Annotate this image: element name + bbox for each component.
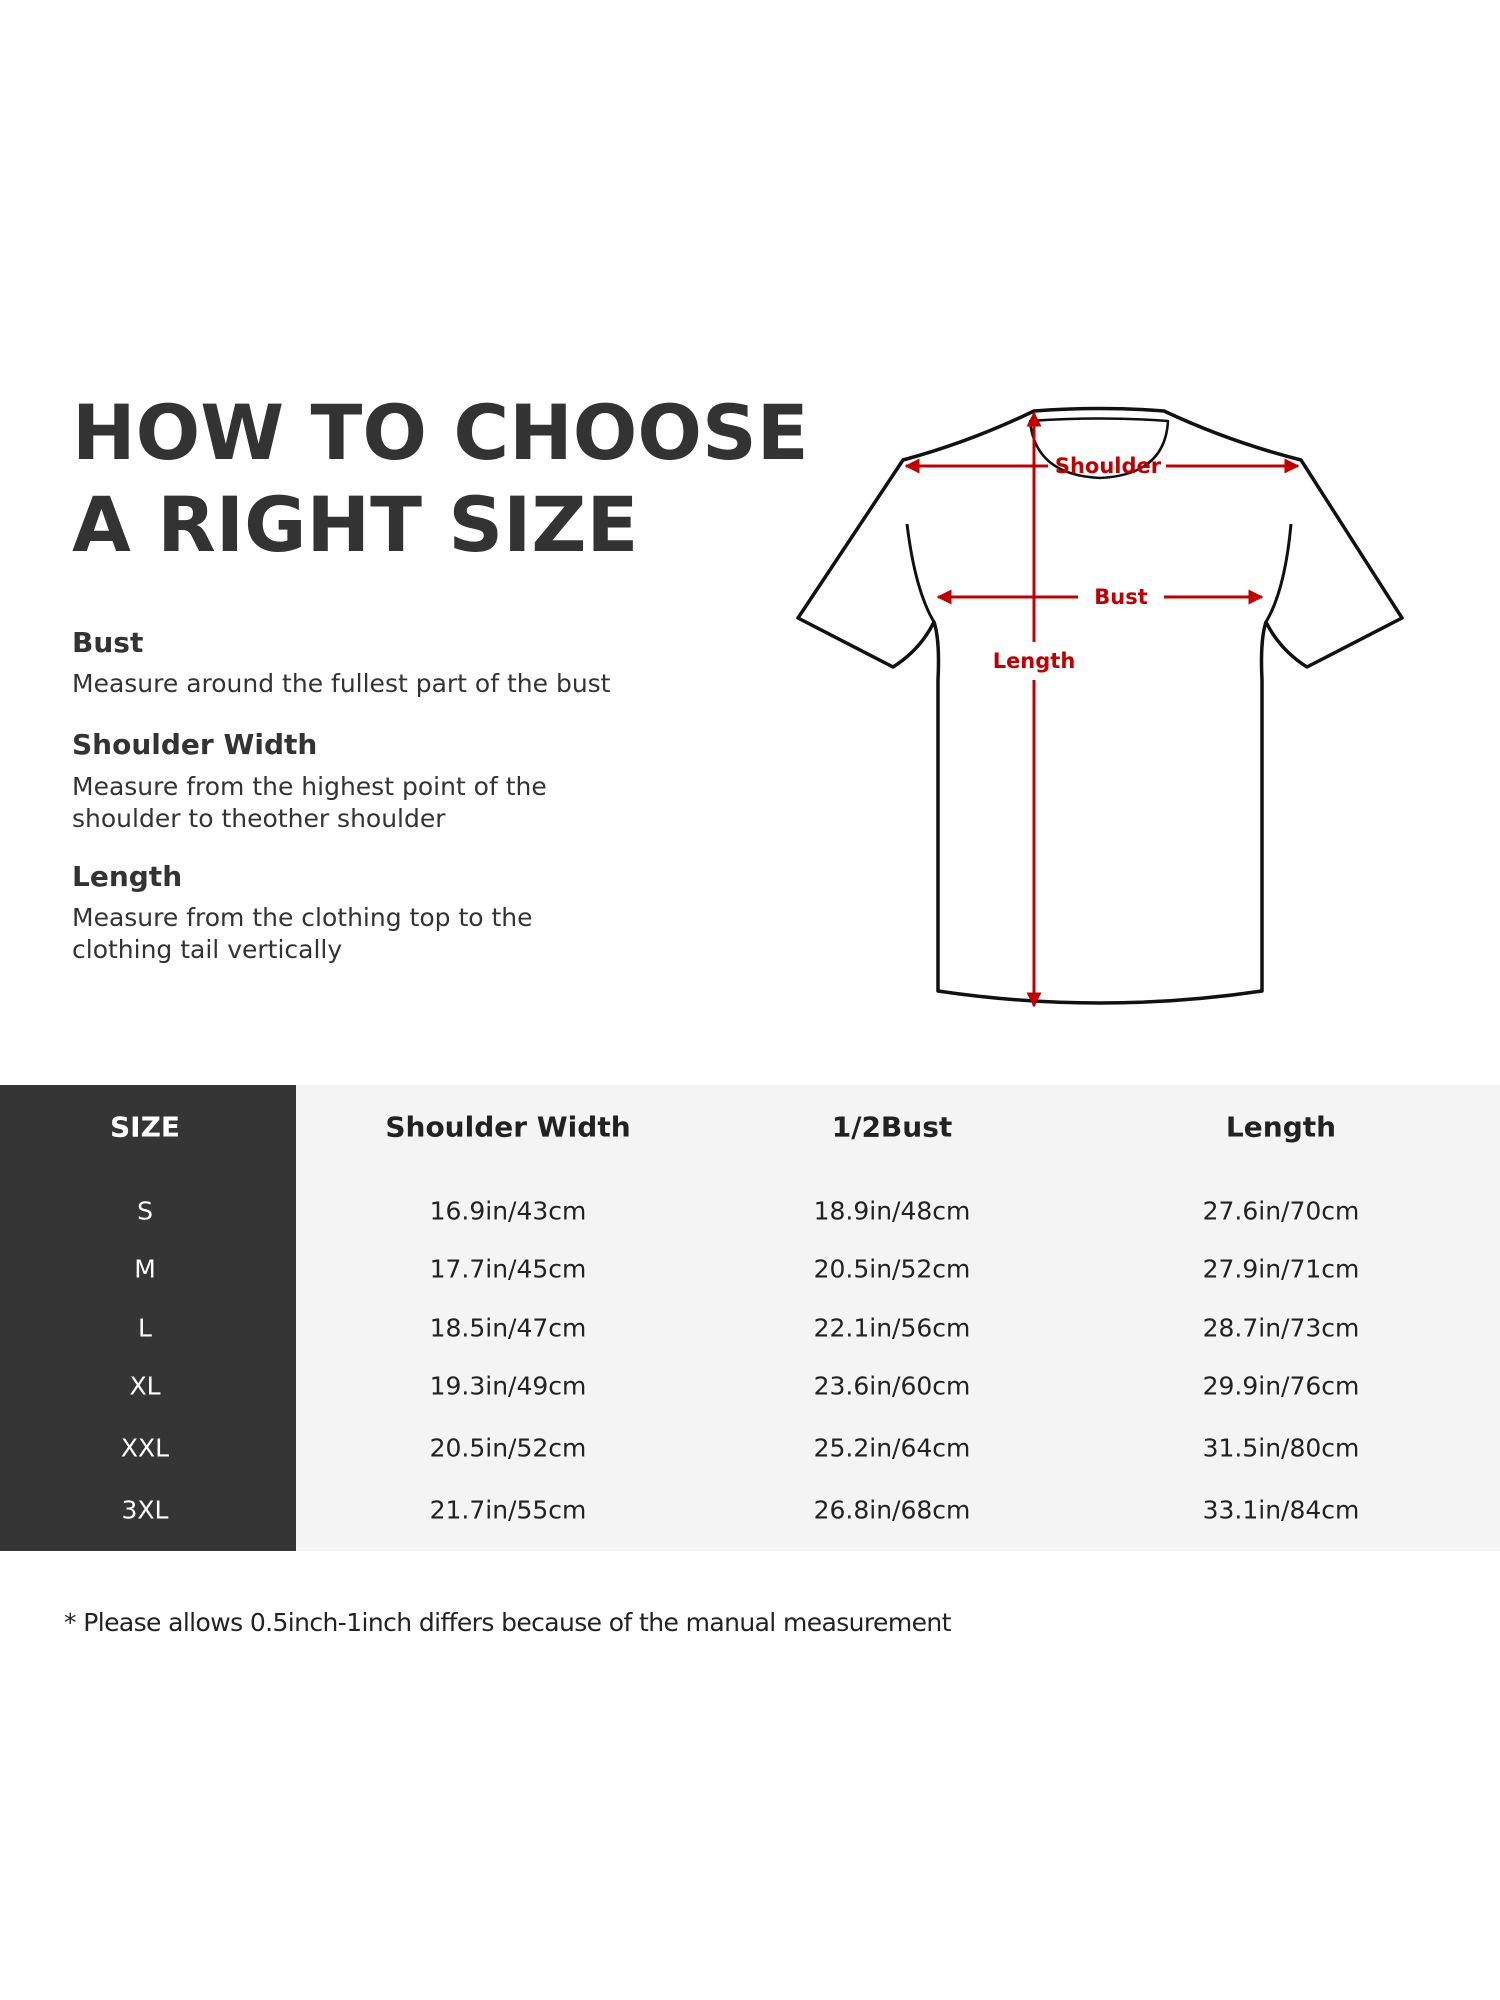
table-cell-half-bust: 18.9in/48cm xyxy=(813,1196,971,1226)
table-cell-length: 29.9in/76cm xyxy=(1202,1371,1360,1401)
table-cell-half-bust: 26.8in/68cm xyxy=(813,1495,971,1525)
table-cell-shoulder-width: 20.5in/52cm xyxy=(429,1433,587,1463)
guide-desc-length-1: Measure from the clothing top to the xyxy=(72,903,533,932)
table-header-size: SIZE xyxy=(109,1110,181,1144)
table-cell-size: L xyxy=(138,1313,152,1343)
table-cell-size: M xyxy=(134,1254,156,1284)
table-cell-half-bust: 22.1in/56cm xyxy=(813,1313,971,1343)
tshirt-outline xyxy=(796,406,1404,1005)
table-cell-size: XXL xyxy=(120,1433,170,1463)
size-table: SIZE Shoulder Width 1/2Bust Length S 16.9in/4… xyxy=(0,1085,1500,1551)
table-cell-size: XL xyxy=(129,1371,161,1401)
shoulder-label: Shoulder xyxy=(1055,454,1162,478)
guide-heading-bust: Bust xyxy=(72,626,144,659)
table-cell-size: 3XL xyxy=(121,1495,169,1525)
guide-desc-shoulder-1: Measure from the highest point of the xyxy=(72,772,547,801)
table-cell-length: 27.9in/71cm xyxy=(1202,1254,1360,1284)
size-column-background xyxy=(0,1085,296,1551)
guide-heading-shoulder: Shoulder Width xyxy=(72,728,318,761)
table-cell-shoulder-width: 19.3in/49cm xyxy=(429,1371,587,1401)
table-header-length: Length xyxy=(1225,1110,1337,1144)
table-cell-size: S xyxy=(137,1196,153,1226)
guide-desc-bust: Measure around the fullest part of the b… xyxy=(72,669,611,698)
table-cell-shoulder-width: 18.5in/47cm xyxy=(429,1313,587,1343)
guide-heading-length: Length xyxy=(72,860,183,893)
table-cell-shoulder-width: 17.7in/45cm xyxy=(429,1254,587,1284)
table-cell-half-bust: 25.2in/64cm xyxy=(813,1433,971,1463)
table-cell-length: 27.6in/70cm xyxy=(1202,1196,1360,1226)
guide-desc-shoulder-2: shoulder to theother shoulder xyxy=(72,804,446,833)
table-cell-length: 28.7in/73cm xyxy=(1202,1313,1360,1343)
table-cell-shoulder-width: 16.9in/43cm xyxy=(429,1196,587,1226)
footnote: * Please allows 0.5inch-1inch differs be… xyxy=(64,1608,951,1637)
length-label: Length xyxy=(993,649,1076,673)
table-cell-shoulder-width: 21.7in/55cm xyxy=(429,1495,587,1525)
bust-label: Bust xyxy=(1094,585,1148,609)
table-cell-half-bust: 20.5in/52cm xyxy=(813,1254,971,1284)
page-title-line2: A RIGHT SIZE xyxy=(72,480,639,569)
tshirt-diagram: Shoulder Bust Length xyxy=(796,406,1404,1008)
guide-desc-length-2: clothing tail vertically xyxy=(72,935,343,964)
table-header-half-bust: 1/2Bust xyxy=(831,1110,953,1144)
table-cell-length: 31.5in/80cm xyxy=(1202,1433,1360,1463)
table-cell-half-bust: 23.6in/60cm xyxy=(813,1371,971,1401)
table-header-shoulder-width: Shoulder Width xyxy=(385,1110,631,1144)
page-title-line1: HOW TO CHOOSE xyxy=(72,388,809,477)
table-cell-length: 33.1in/84cm xyxy=(1202,1495,1360,1525)
